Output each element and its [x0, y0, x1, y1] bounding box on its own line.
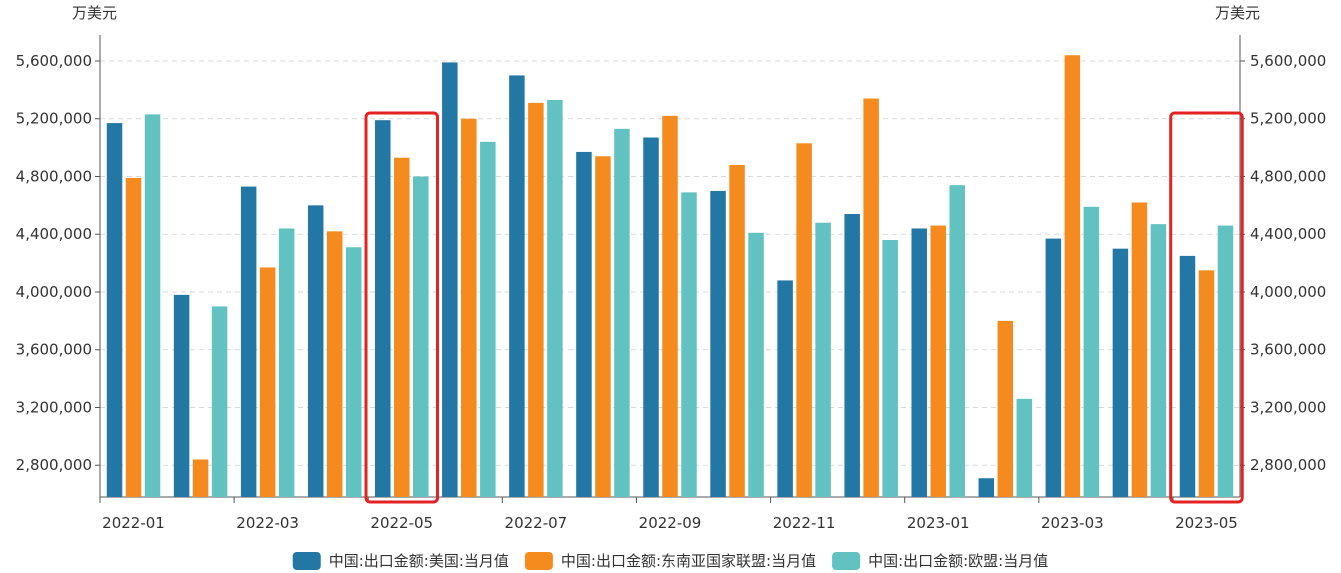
bar-1-2022-04[interactable]: [307, 205, 324, 498]
bar-2-2022-06[interactable]: [461, 118, 477, 498]
bar-1-2022-09[interactable]: [643, 137, 659, 497]
x-tick-label: 2022-07: [505, 514, 568, 532]
bar-1-2023-04[interactable]: [1112, 248, 1129, 497]
bar-3-2023-04[interactable]: [1150, 224, 1167, 497]
right-y-tick-label: 4,000,000: [1250, 283, 1326, 301]
bar-3-2022-12[interactable]: [882, 240, 898, 497]
bar-1-2022-03[interactable]: [240, 186, 257, 497]
right-y-tick-label: 5,200,000: [1250, 110, 1326, 128]
bar-1-2022-12[interactable]: [844, 214, 860, 497]
axes-layer: 2,800,000 2,800,000 3,200,000 3,200,000 3,60…: [16, 35, 1326, 503]
bar-1-2023-05[interactable]: [1179, 255, 1196, 497]
bar-3-2022-09[interactable]: [681, 192, 697, 497]
bar-2-2023-05[interactable]: [1198, 270, 1215, 497]
legend-swatch[interactable]: [524, 552, 553, 570]
bar-2-2022-01[interactable]: [125, 177, 142, 497]
bar-3-2022-03[interactable]: [278, 228, 295, 497]
bar-3-2022-06[interactable]: [480, 141, 496, 497]
left-y-tick-label: 3,600,000: [16, 341, 92, 359]
bar-2-2022-11[interactable]: [796, 143, 812, 497]
bar-1-2023-01[interactable]: [911, 228, 927, 497]
bar-2-2022-09[interactable]: [662, 115, 678, 497]
bar-2-2023-01[interactable]: [930, 225, 946, 497]
bar-3-2022-02[interactable]: [211, 306, 228, 497]
bar-2-2022-10[interactable]: [729, 164, 745, 497]
bar-2-2023-03[interactable]: [1064, 55, 1081, 498]
bar-3-2022-05[interactable]: [413, 176, 429, 498]
bar-1-2022-07[interactable]: [509, 75, 525, 498]
left-y-tick-label: 4,400,000: [16, 225, 92, 243]
right-y-tick-label: 4,800,000: [1250, 167, 1326, 185]
legend-label: 中国:出口金额:东南亚国家联盟:当月值: [561, 552, 816, 570]
bar-3-2023-03[interactable]: [1083, 206, 1100, 497]
right-y-tick-label: 3,200,000: [1250, 398, 1326, 416]
right-y-tick-label: 5,600,000: [1250, 52, 1326, 70]
bar-2-2022-08[interactable]: [595, 156, 611, 497]
x-tick-label: 2022-03: [236, 514, 299, 532]
right-y-tick-label: 2,800,000: [1250, 456, 1326, 474]
bar-1-2022-06[interactable]: [442, 62, 458, 498]
bar-3-2023-05[interactable]: [1217, 225, 1234, 497]
bar-2-2022-12[interactable]: [863, 98, 879, 498]
x-tick-label: 2023-03: [1041, 514, 1104, 532]
highlight-box-2023-05: [1169, 111, 1244, 504]
bar-1-2022-11[interactable]: [777, 280, 793, 497]
x-tick-label: 2022-05: [370, 514, 433, 532]
x-tick-label: 2023-01: [907, 514, 970, 532]
bar-1-2023-02[interactable]: [978, 478, 995, 497]
left-y-tick-label: 4,800,000: [16, 167, 92, 185]
bar-3-2022-11[interactable]: [815, 222, 831, 497]
x-tick-labels: 2022-01 2022-03 2022-05 2022-07 2022-09 2022-…: [102, 514, 1238, 532]
left-y-tick-label: 4,000,000: [16, 283, 92, 301]
legend-label: 中国:出口金额:欧盟:当月值: [868, 552, 1048, 570]
x-tick-label: 2022-01: [102, 514, 165, 532]
bar-1-2023-03[interactable]: [1045, 238, 1062, 497]
bar-1-2022-02[interactable]: [173, 294, 190, 497]
bar-2-2023-04[interactable]: [1131, 202, 1148, 497]
bar-2-2022-07[interactable]: [528, 102, 544, 497]
bar-3-2022-08[interactable]: [614, 128, 630, 497]
right-unit-label: 万美元: [1215, 4, 1260, 22]
bar-2-2022-05[interactable]: [394, 157, 410, 497]
bar-3-2022-04[interactable]: [345, 247, 362, 497]
bar-3-2022-10[interactable]: [748, 232, 764, 497]
left-y-tick-label: 3,200,000: [16, 398, 92, 416]
bar-1-2022-05[interactable]: [375, 120, 391, 498]
x-tick-label: 2023-05: [1175, 514, 1238, 532]
left-y-tick-label: 5,600,000: [16, 52, 92, 70]
bar-3-2022-07[interactable]: [547, 99, 563, 497]
bar-3-2023-02[interactable]: [1016, 398, 1033, 497]
highlight-layer: [364, 111, 1244, 504]
bar-3-2022-01[interactable]: [144, 114, 161, 497]
legend[interactable]: 中国:出口金额:美国:当月值 中国:出口金额:东南亚国家联盟:当月值 中国:出口金额…: [292, 552, 1049, 570]
highlight-box-2022-05: [364, 111, 440, 504]
right-y-tick-label: 4,400,000: [1250, 225, 1326, 243]
left-y-tick-label: 2,800,000: [16, 456, 92, 474]
x-tick-label: 2022-11: [773, 514, 836, 532]
bar-2-2022-04[interactable]: [326, 231, 343, 497]
bar-2-2022-03[interactable]: [259, 267, 276, 497]
bar-1-2022-01[interactable]: [106, 123, 123, 497]
left-y-tick-label: 5,200,000: [16, 110, 92, 128]
left-unit-label: 万美元: [72, 4, 117, 22]
legend-swatch[interactable]: [292, 552, 321, 570]
bars-layer: [106, 55, 1234, 498]
bar-1-2022-08[interactable]: [576, 151, 592, 497]
right-y-tick-label: 3,600,000: [1250, 341, 1326, 359]
bar-2-2023-02[interactable]: [997, 320, 1014, 497]
legend-swatch[interactable]: [832, 552, 861, 570]
legend-label: 中国:出口金额:美国:当月值: [329, 552, 509, 570]
bar-3-2023-01[interactable]: [949, 185, 965, 497]
x-tick-label: 2022-09: [639, 514, 702, 532]
bar-2-2022-02[interactable]: [192, 459, 209, 497]
bar-1-2022-10[interactable]: [710, 190, 726, 498]
